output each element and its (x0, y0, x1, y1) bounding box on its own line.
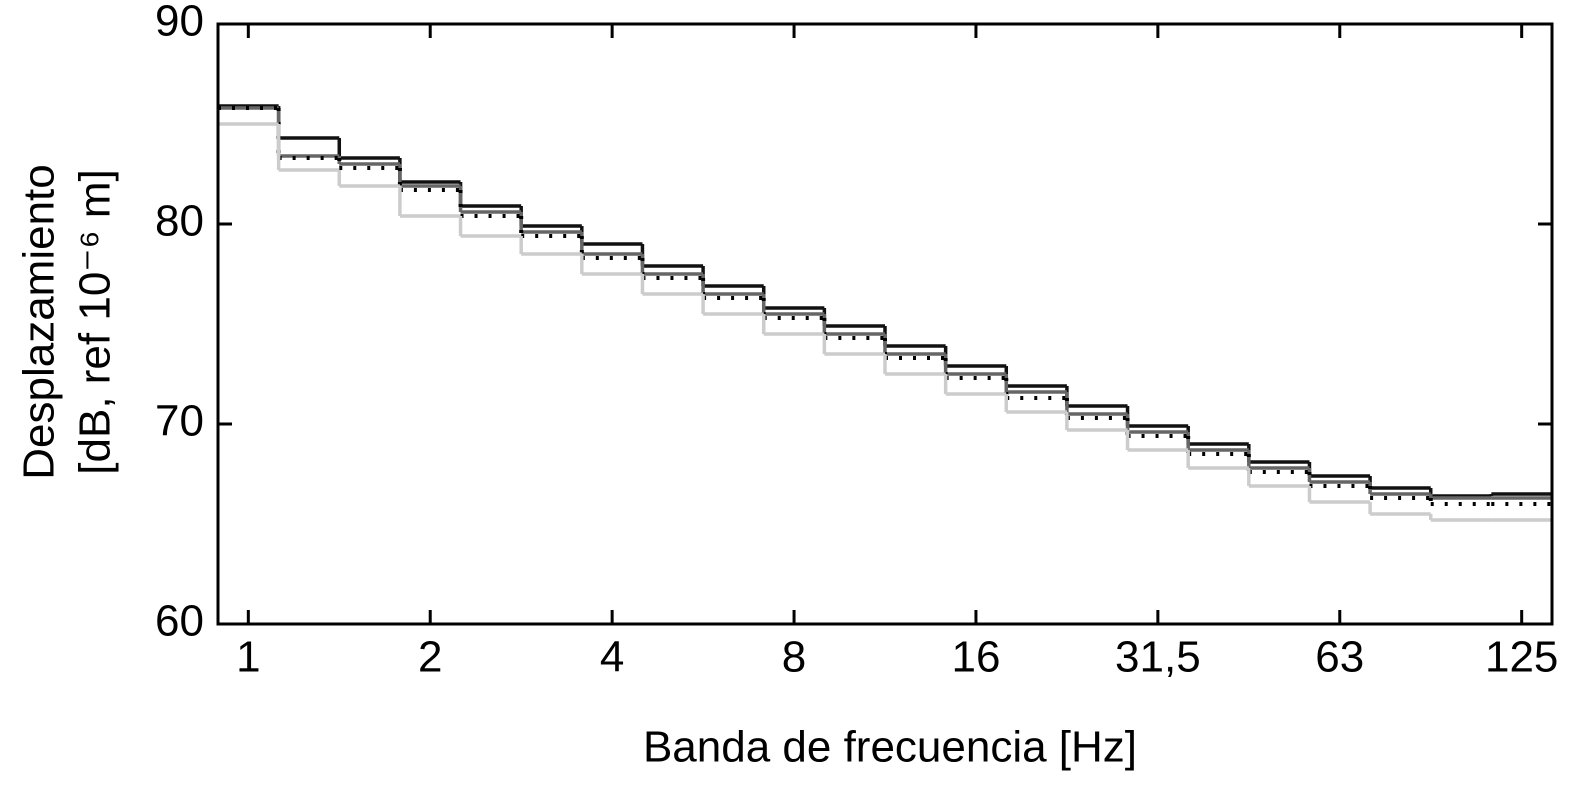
y-tick-label: 70 (155, 397, 204, 446)
x-axis-title: Banda de frecuencia [Hz] (643, 723, 1137, 772)
x-tick-label: 4 (600, 633, 624, 682)
y-tick-label: 90 (155, 0, 204, 46)
x-tick-label: 16 (951, 633, 1000, 682)
x-tick-label: 1 (236, 633, 260, 682)
y-tick-label: 60 (155, 597, 204, 646)
x-tick-label: 2 (418, 633, 442, 682)
y-tick-label: 80 (155, 197, 204, 246)
plot-frame (216, 22, 1554, 626)
y-axis-title: Desplazamiento (15, 164, 64, 480)
x-tick-label: 8 (782, 633, 806, 682)
x-tick-label: 31,5 (1115, 633, 1201, 682)
y-axis-title: [dB, ref 10⁻⁶ m] (71, 169, 120, 474)
x-tick-label: 63 (1315, 633, 1364, 682)
x-tick-label: 125 (1485, 633, 1558, 682)
